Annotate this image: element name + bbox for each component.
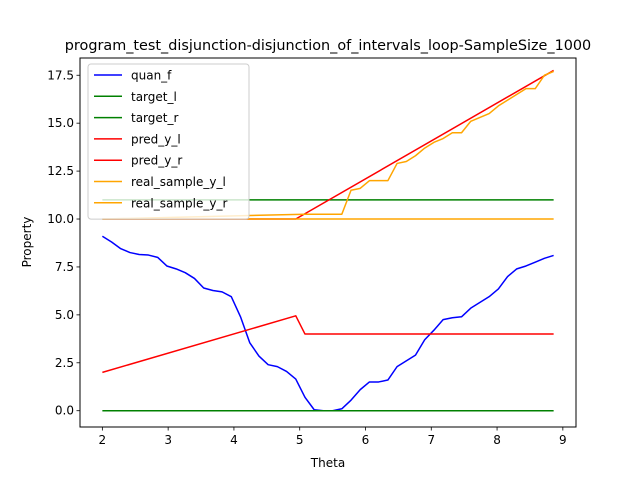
series-line-pred-y-l [102, 315, 554, 374]
legend-label-pred-y-r: pred_y_r [131, 154, 182, 168]
y-tick-label: 5.0 [55, 308, 74, 322]
x-tick-label: 6 [362, 433, 370, 447]
x-axis: 2 3 4 5 6 7 8 9 [99, 427, 567, 447]
x-tick-label: 4 [230, 433, 238, 447]
series-line-real-sample-y-l [102, 70, 554, 220]
plot-frame [79, 57, 577, 428]
chart-title: program_test_disjunction-disjunction_of_… [65, 38, 591, 54]
legend-label-pred-y-l: pred_y_l [131, 132, 181, 146]
y-tick-label: 17.5 [47, 68, 74, 82]
legend-label-real-sample-y-r: real_sample_y_r [131, 196, 227, 210]
y-tick-label: 2.5 [55, 356, 74, 370]
x-tick-label: 2 [99, 433, 107, 447]
legend-label-real-sample-y-l: real_sample_y_l [131, 175, 226, 189]
legend-label-quan-f: quan_f [131, 69, 172, 83]
legend: quan_f target_l target_r pred_y_l pred_y_rre… [87, 63, 250, 220]
x-tick-label: 5 [296, 433, 304, 447]
y-tick-label: 10.0 [47, 212, 74, 226]
y-tick-label: 12.5 [47, 164, 74, 178]
y-tick-label: 0.0 [55, 404, 74, 418]
y-axis-label: Property [20, 217, 34, 268]
x-tick-label: 3 [164, 433, 172, 447]
y-axis: 0.0 2.5 5.0 7.5 10.0 12.5 15.0 17.5 [47, 68, 80, 418]
y-tick-label: 15.0 [47, 116, 74, 130]
x-tick-label: 7 [427, 433, 435, 447]
x-tick-label: 8 [493, 433, 501, 447]
legend-label-target-l: target_l [131, 90, 177, 104]
x-tick-label: 9 [559, 433, 567, 447]
y-tick-label: 7.5 [55, 260, 74, 274]
legend-frame [87, 63, 250, 220]
legend-label-target-r: target_r [131, 111, 178, 125]
x-axis-label: Theta [310, 456, 345, 470]
